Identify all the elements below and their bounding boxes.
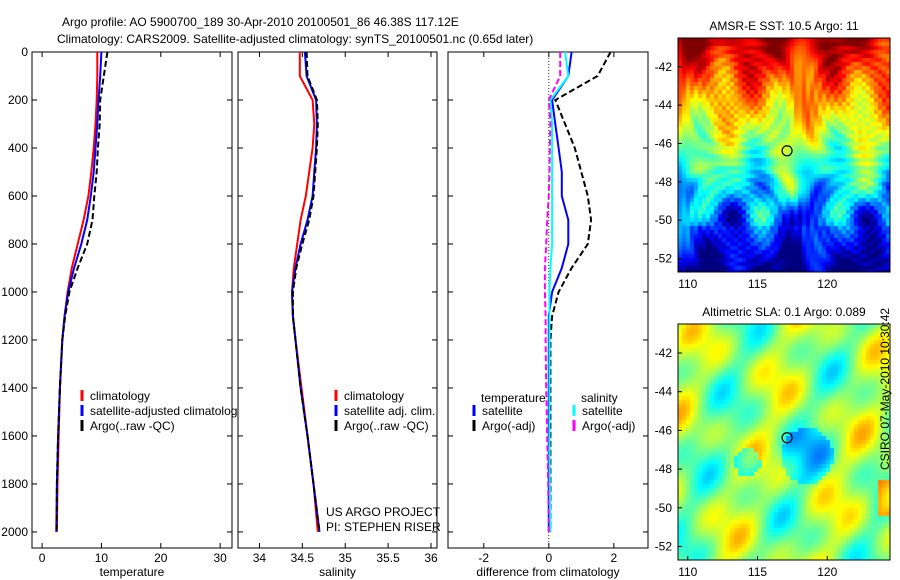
y-tick-label: -42	[655, 60, 673, 74]
x-tick-label: 34	[253, 551, 267, 565]
y-tick-label: 1200	[1, 333, 28, 347]
sla-map-axes: Altimetric SLA: 0.1 Argo: 0.089 110 115 120…	[655, 305, 891, 579]
x-tick-label: 34.5	[291, 551, 315, 565]
plot-frame	[447, 51, 649, 549]
y-tick-label: 400	[8, 141, 28, 155]
series-line-argo-raw-qc-	[55, 51, 109, 532]
x-axis-label: temperature	[100, 565, 165, 579]
x-tick-label: 0	[39, 551, 46, 565]
y-tick-label: -50	[655, 213, 673, 227]
y-tick-label: -48	[655, 175, 673, 189]
argo-location-marker	[781, 432, 793, 444]
legend-header: temperature	[481, 391, 546, 405]
title-line-1: Argo profile: AO 5900700_189 30-Apr-2010…	[62, 15, 459, 29]
project-label: US ARGO PROJECT	[326, 505, 441, 519]
y-tick-label: 1800	[1, 477, 28, 491]
y-tick-label: -52	[655, 252, 673, 266]
legend-label: satellite adj. clim.	[344, 404, 435, 418]
y-tick-label: -48	[655, 462, 673, 476]
x-axis-label: difference from climatology	[476, 565, 619, 579]
y-tick-label: 0	[21, 45, 28, 59]
x-tick-label: 30	[213, 551, 227, 565]
x-tick-label: 110	[678, 277, 697, 291]
x-tick-label: 35	[339, 551, 353, 565]
title-line-2: Climatology: CARS2009. Satellite-adjuste…	[57, 32, 533, 46]
x-tick-label: 120	[817, 277, 837, 291]
y-tick-label: 800	[8, 237, 28, 251]
x-tick-label: 0	[545, 551, 552, 565]
y-tick-label: -42	[655, 346, 673, 360]
series-line-satellite	[548, 51, 570, 532]
x-tick-label: 20	[154, 551, 168, 565]
y-tick-label: 1000	[1, 285, 28, 299]
x-axis-label: salinity	[319, 565, 356, 579]
y-tick-label: -46	[655, 423, 673, 437]
legend-header: salinity	[581, 391, 618, 405]
x-tick-label: 10	[95, 551, 109, 565]
x-tick-label: 36	[424, 551, 438, 565]
x-tick-label: 110	[678, 565, 697, 579]
pi-label: PI: STEPHEN RISER	[326, 520, 441, 534]
y-tick-label: 1600	[1, 429, 28, 443]
map-frame	[677, 323, 891, 561]
series-line-argo-raw-qc-	[291, 51, 321, 533]
map-title: Altimetric SLA: 0.1 Argo: 0.089	[702, 305, 866, 319]
x-tick-label: 35.5	[376, 551, 400, 565]
plot-frame	[237, 51, 438, 549]
x-tick-label: 120	[817, 565, 837, 579]
legend-label: climatology	[90, 389, 150, 403]
legend-label: Argo(..raw -QC)	[90, 419, 175, 433]
y-tick-label: -44	[655, 98, 673, 112]
x-tick-label: -2	[478, 551, 489, 565]
series-line-argo-adj-	[543, 52, 562, 532]
legend-label: climatology	[344, 389, 404, 403]
series-line-argo-adj-	[549, 51, 612, 532]
plot-frame	[31, 51, 233, 549]
y-tick-label: -46	[655, 136, 673, 150]
legend-label: Argo(-adj)	[582, 419, 635, 433]
sst-map-axes: AMSR-E SST: 10.5 Argo: 11 110 115 120 -42 -44…	[655, 19, 891, 291]
profile-panel-1: 34 34.5 35 35.5 36 salinity climatologysatelli…	[237, 51, 438, 579]
map-frame	[677, 37, 891, 273]
x-tick-label: 2	[611, 551, 618, 565]
profile-panel-0: 0 10 20 30 0 200 400 600 800 1000 1200 1400 1600 1800…	[1, 45, 243, 579]
series-line-satellite-adjusted-climatology	[55, 51, 103, 532]
legend-label: satellite-adjusted climatology	[90, 404, 243, 418]
credit-label: CSIRO 07-May-2010 10:30:42	[878, 307, 892, 470]
y-tick-label: -50	[655, 501, 673, 515]
legend-label: Argo(-adj)	[482, 419, 535, 433]
y-tick-label: 1400	[1, 381, 28, 395]
x-tick-label: 115	[748, 277, 767, 291]
y-tick-label: 200	[8, 93, 28, 107]
x-tick-label: 115	[748, 565, 767, 579]
legend-label: Argo(..raw -QC)	[344, 419, 429, 433]
legend-label: satellite	[582, 404, 623, 418]
y-tick-label: -52	[655, 539, 673, 553]
map-title: AMSR-E SST: 10.5 Argo: 11	[709, 19, 859, 33]
y-tick-label: 600	[8, 189, 28, 203]
y-tick-label: 2000	[1, 525, 28, 539]
y-tick-label: -44	[655, 385, 673, 399]
legend-label: satellite	[482, 404, 523, 418]
argo-location-marker	[781, 145, 793, 157]
